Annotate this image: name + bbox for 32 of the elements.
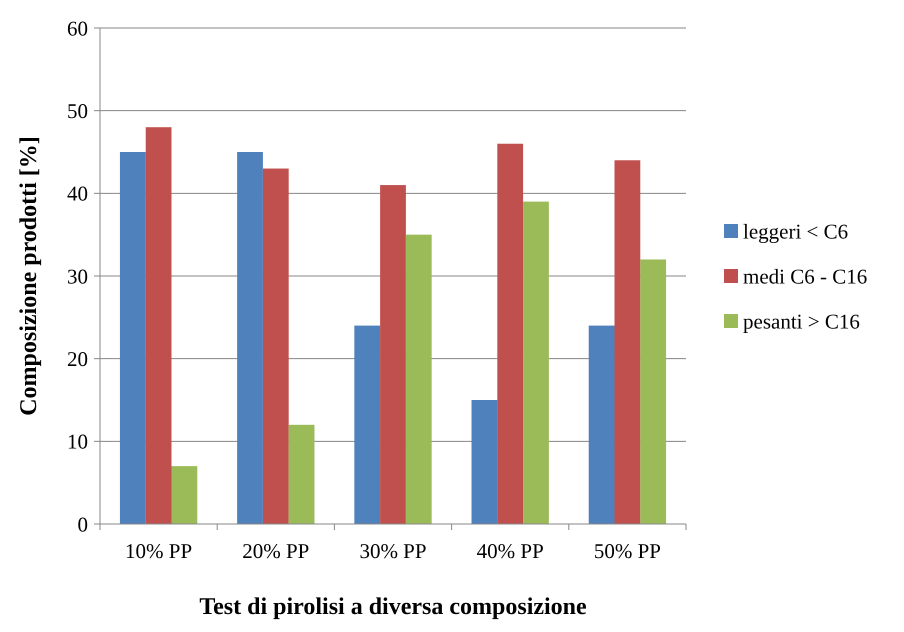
bar <box>120 152 146 524</box>
bar <box>640 259 666 524</box>
bar <box>472 400 498 524</box>
bar <box>523 202 549 524</box>
y-tick-label: 0 <box>78 512 88 536</box>
y-tick-label: 30 <box>67 264 88 288</box>
x-axis-title: Test di pirolisi a diversa composizione <box>199 594 588 620</box>
bar <box>288 424 314 524</box>
bar <box>497 144 524 524</box>
y-tick-label: 20 <box>67 347 88 372</box>
bar <box>262 168 289 524</box>
bar <box>380 185 406 524</box>
bar <box>171 466 198 524</box>
bar <box>146 127 172 524</box>
x-tick-label: 40% PP <box>476 539 544 563</box>
x-tick-label: 50% PP <box>594 539 661 563</box>
legend-label: medi C6 - C16 <box>743 264 868 288</box>
x-tick-label: 10% PP <box>125 539 192 563</box>
x-tick-label: 20% PP <box>242 539 310 563</box>
bar <box>614 160 640 524</box>
y-tick-label: 10 <box>67 430 88 454</box>
bar <box>406 234 432 524</box>
bar <box>237 152 263 524</box>
bar <box>354 326 380 524</box>
y-axis-title: Composizione prodotti [%] <box>16 136 42 416</box>
legend-label: leggeri < C6 <box>743 219 848 244</box>
bar <box>588 326 615 524</box>
y-tick-label: 50 <box>67 99 88 124</box>
y-tick-label: 60 <box>67 16 88 40</box>
legend-label: pesanti > C16 <box>743 309 860 334</box>
y-tick-label: 40 <box>67 182 88 206</box>
x-tick-label: 30% PP <box>359 539 427 563</box>
